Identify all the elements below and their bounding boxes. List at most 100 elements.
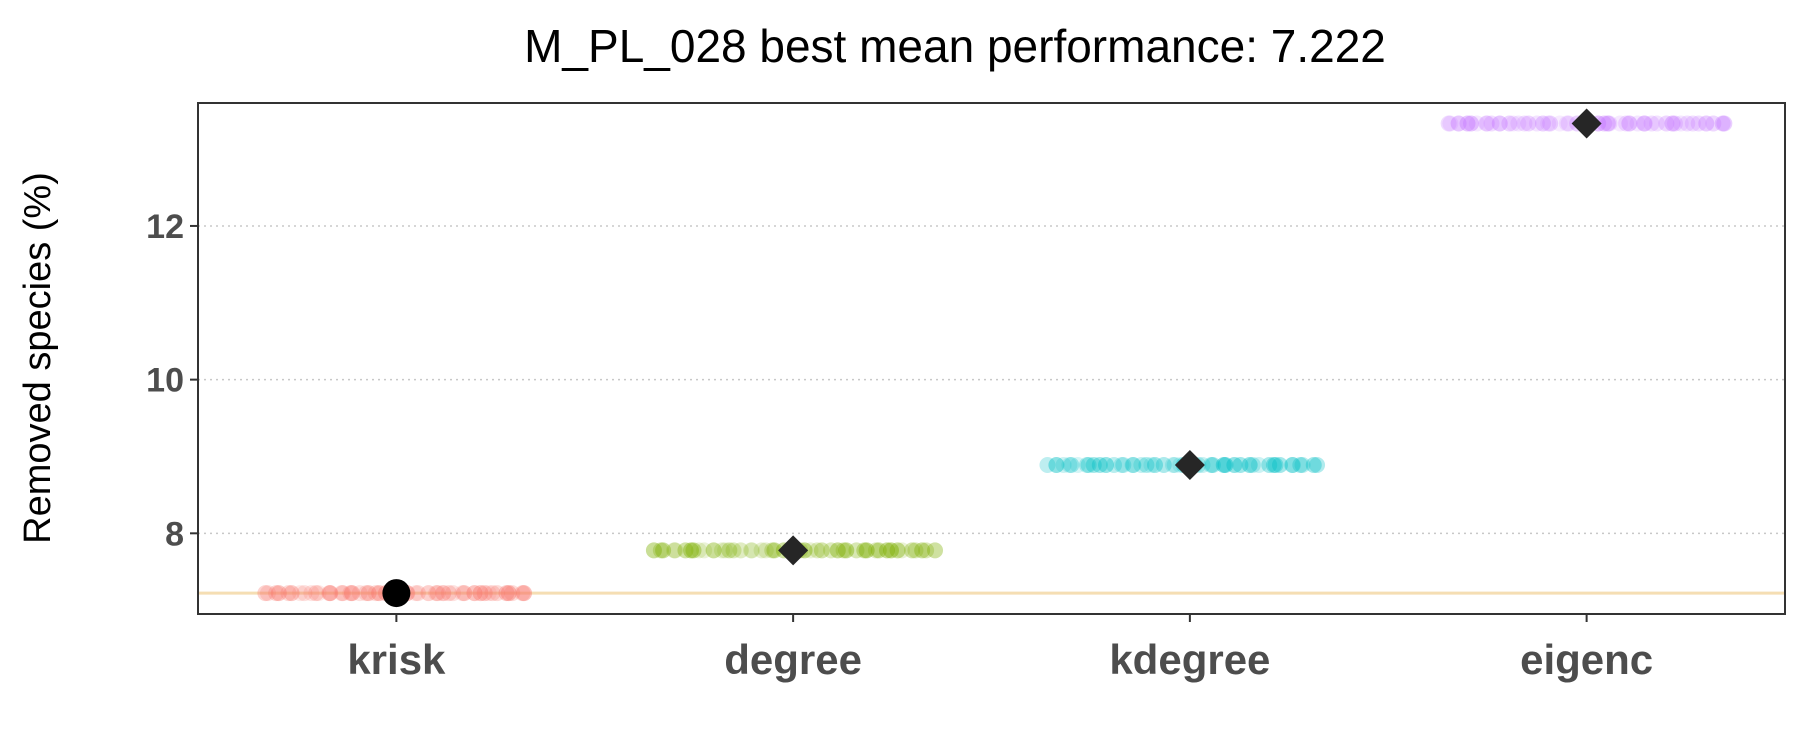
jitter-point (705, 542, 722, 559)
jitter-point (1684, 115, 1701, 132)
jitter-point (867, 542, 884, 559)
jitter-point (1146, 457, 1163, 474)
jitter-point (1098, 457, 1115, 474)
jitter-point (1716, 115, 1733, 132)
jitter-point (1601, 115, 1618, 132)
mean-markers (382, 108, 1602, 608)
jitter-point (1250, 457, 1267, 474)
jitter-point (766, 542, 783, 559)
jitter-point (1261, 457, 1278, 474)
jitter-point (1483, 115, 1500, 132)
jitter-point (420, 585, 437, 602)
y-tick-label: 12 (146, 208, 184, 246)
jitter-point (407, 585, 424, 602)
mean-point (778, 535, 809, 566)
jitter-point (1217, 457, 1234, 474)
jitter-point (1440, 115, 1457, 132)
jitter-point (1155, 457, 1172, 474)
x-axis: krisk degree kdegree eigenc (347, 614, 1653, 683)
jitter-point (713, 542, 730, 559)
jitter-point (334, 585, 351, 602)
jitter-point (1215, 457, 1232, 474)
jitter-point (1080, 457, 1097, 474)
jitter-point (696, 542, 713, 559)
jitter-point (802, 542, 819, 559)
jitter-point (655, 542, 672, 559)
jitter-point (303, 585, 320, 602)
jitter-point (514, 585, 531, 602)
jitter-point (498, 585, 515, 602)
jitter-point (500, 585, 517, 602)
jitter-point (1479, 115, 1496, 132)
jitter-point (870, 542, 887, 559)
jitter-point (645, 542, 662, 559)
jitter-point (283, 585, 300, 602)
jitter-point (1542, 115, 1559, 132)
jitter-point (1133, 457, 1150, 474)
jitter-point (1305, 457, 1322, 474)
jitter-point (1069, 457, 1086, 474)
y-tick-label: 8 (165, 515, 184, 553)
jitter-point (1636, 115, 1653, 132)
jitter-point (1664, 115, 1681, 132)
jitter-point (429, 585, 446, 602)
jitter-point (1085, 457, 1102, 474)
jitter-point (1113, 457, 1130, 474)
jitter-point (1599, 115, 1616, 132)
jitter-point (1226, 457, 1243, 474)
jitter-point (889, 542, 906, 559)
jitter-point (1491, 115, 1508, 132)
jitter-point (1672, 115, 1689, 132)
jitter-point (1629, 115, 1646, 132)
jitter-point (667, 542, 684, 559)
jitter-point (1714, 115, 1731, 132)
jitter-point (690, 542, 707, 559)
jitter-point (1450, 115, 1467, 132)
jitter-point (1658, 115, 1675, 132)
x-tick-label: kdegree (1109, 636, 1270, 683)
x-tick-label: krisk (347, 636, 446, 683)
jitter-point (1468, 115, 1485, 132)
jitter-point (721, 542, 738, 559)
jitter-point (666, 542, 683, 559)
mean-point (382, 579, 411, 608)
jitter-point (1166, 457, 1183, 474)
jitter-point (1267, 457, 1284, 474)
jitter-point (1284, 457, 1301, 474)
jitter-point (652, 542, 669, 559)
jitter-point (1124, 457, 1141, 474)
chart-title: M_PL_028 best mean performance: 7.222 (524, 20, 1386, 72)
mean-point (1571, 108, 1602, 139)
jitter-point (1055, 457, 1072, 474)
jitter-point (351, 585, 368, 602)
jitter-point (454, 585, 471, 602)
jitter-point (918, 542, 935, 559)
jitter-point (480, 585, 497, 602)
jitter-point (1505, 115, 1522, 132)
jitter-point (1478, 115, 1495, 132)
jitter-point (1520, 115, 1537, 132)
jitter-point (1510, 115, 1527, 132)
jitter-point (1063, 457, 1080, 474)
jitter-point (725, 542, 742, 559)
jitter-point (835, 542, 852, 559)
jitter-point (456, 585, 473, 602)
jitter-point (1636, 115, 1653, 132)
jitter-point (904, 542, 921, 559)
x-tick-label: eigenc (1520, 636, 1653, 683)
jitter-point (1463, 115, 1480, 132)
jitter-point (753, 542, 770, 559)
grid-lines (198, 225, 1785, 535)
jitter-point (1501, 115, 1518, 132)
jitter-point (484, 585, 501, 602)
jitter-point (1459, 115, 1476, 132)
y-tick-label: 10 (146, 362, 184, 400)
jitter-point (1621, 115, 1638, 132)
jitter-point (1294, 457, 1311, 474)
jitter-point (677, 542, 694, 559)
jitter-point (1241, 457, 1258, 474)
jitter-point (342, 585, 359, 602)
jitter-point (333, 585, 350, 602)
jitter-point (1648, 115, 1665, 132)
